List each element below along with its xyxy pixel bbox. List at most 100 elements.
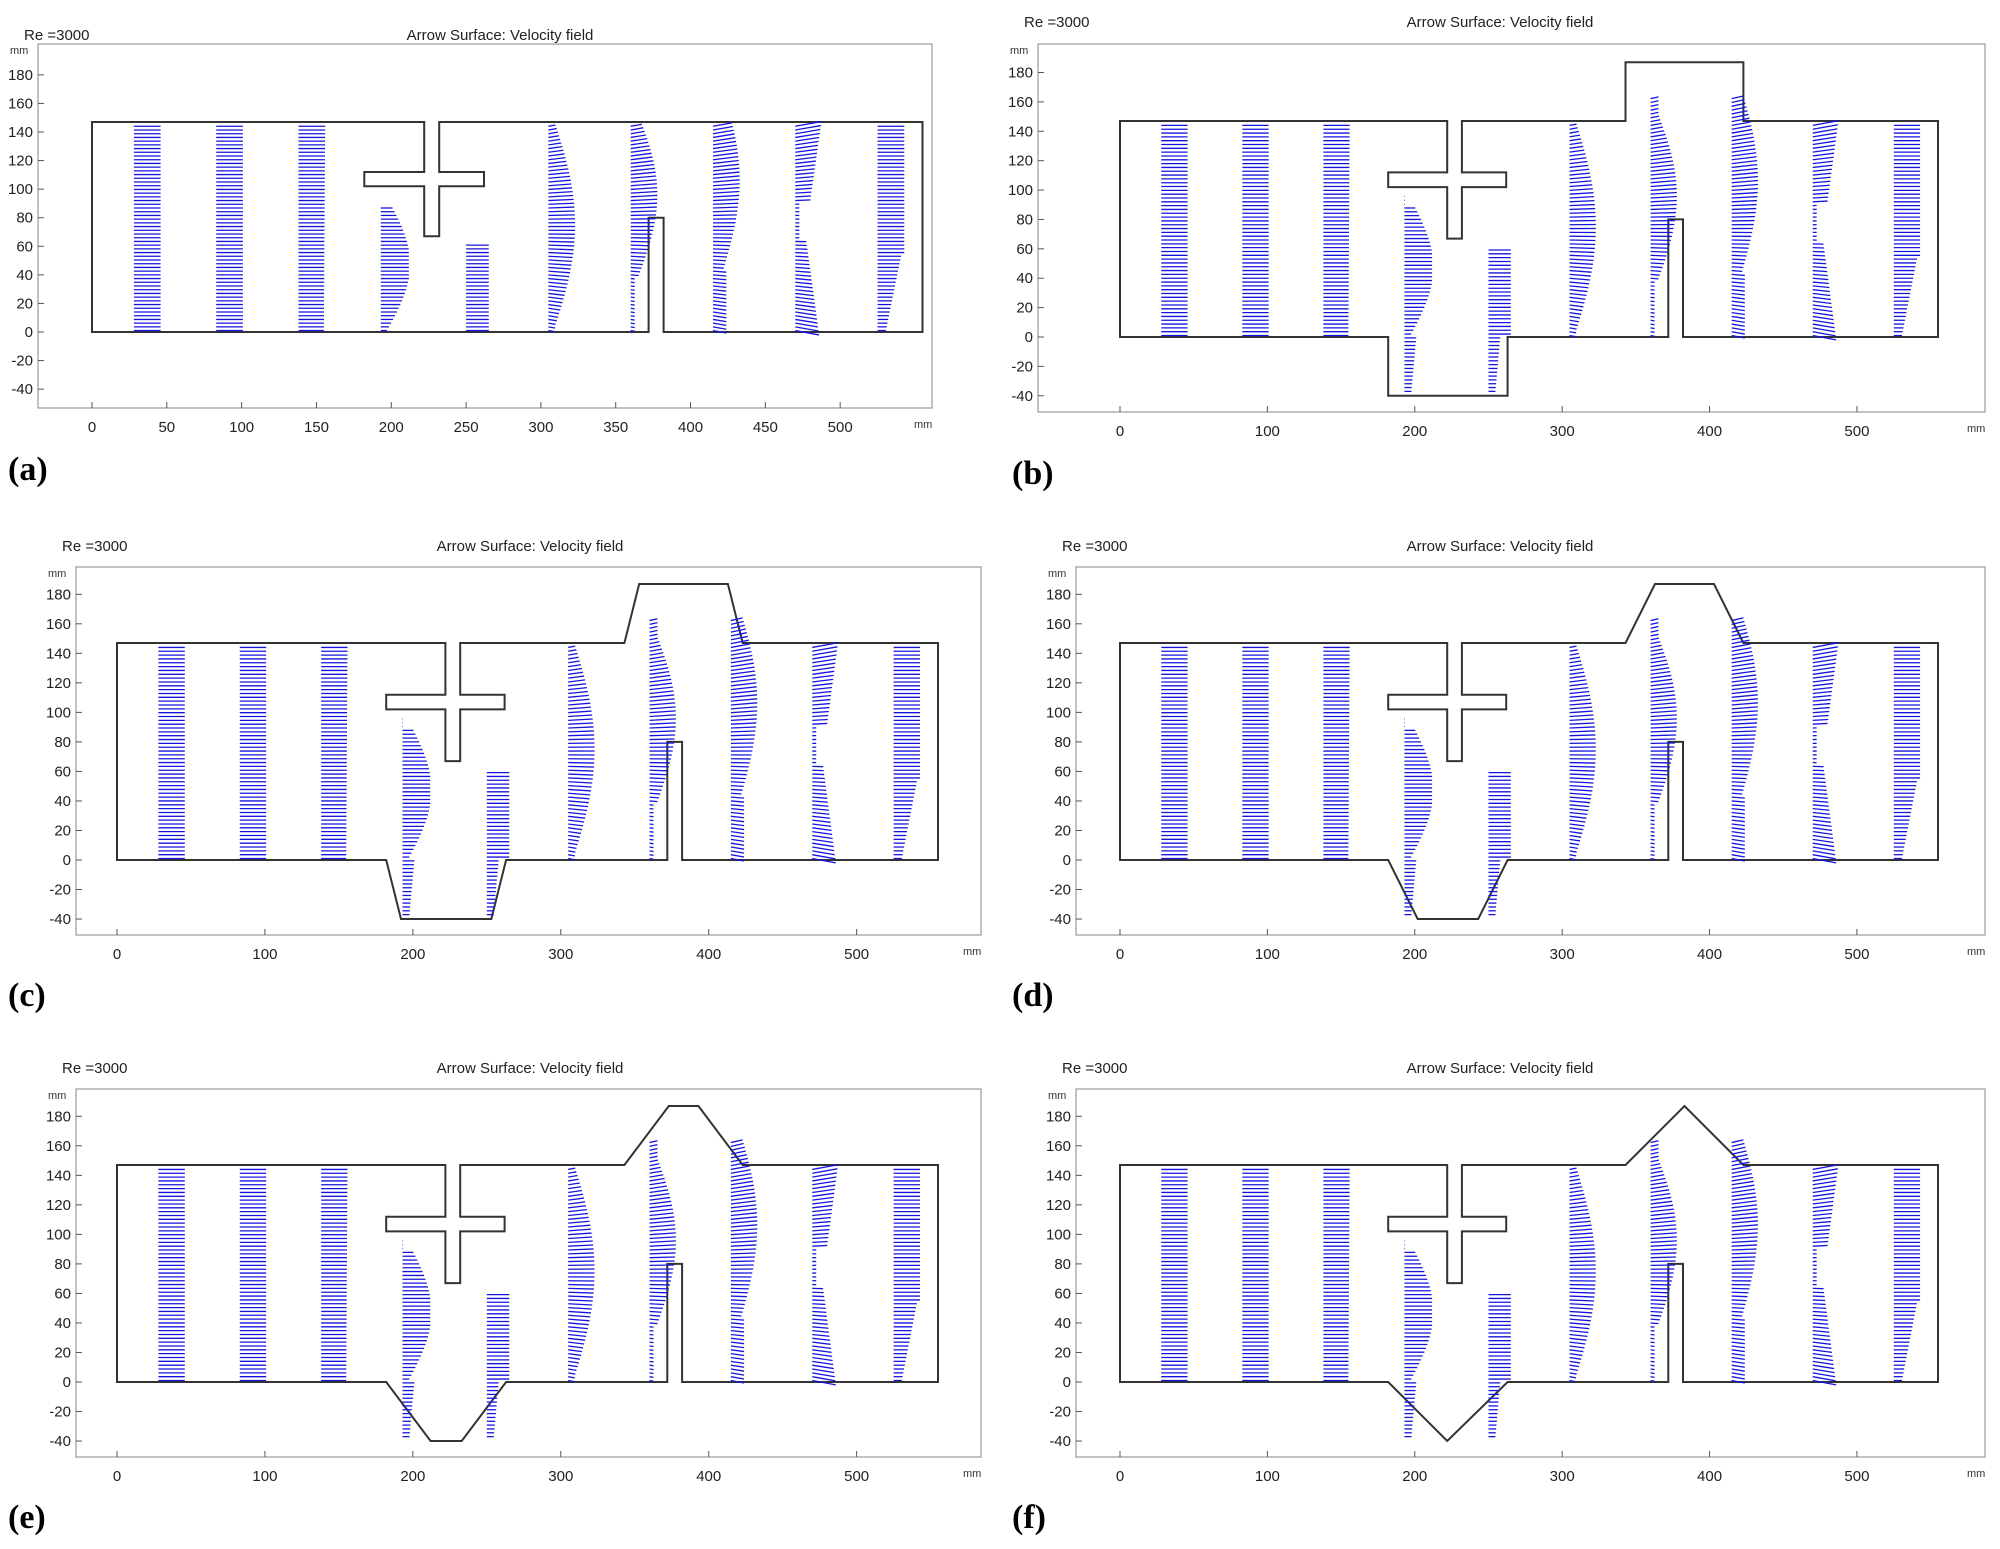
velocity-arrow xyxy=(1731,334,1745,339)
velocity-arrow xyxy=(730,1345,745,1349)
velocity-arrow xyxy=(812,854,836,860)
velocity-arrow xyxy=(812,1192,835,1197)
velocity-arrow xyxy=(1731,110,1748,115)
velocity-arrow xyxy=(812,1244,828,1247)
velocity-arrow xyxy=(649,1189,669,1194)
velocity-arrow xyxy=(712,129,734,135)
velocity-arrow xyxy=(812,1333,830,1337)
velocity-arrow xyxy=(1650,1147,1659,1151)
velocity-arrow xyxy=(568,1295,594,1298)
velocity-arrow xyxy=(1731,815,1745,819)
velocity-arrow xyxy=(1812,323,1835,329)
y-tick-label: -20 xyxy=(49,1404,71,1421)
velocity-arrow xyxy=(730,1356,745,1361)
velocity-arrow xyxy=(1569,815,1587,819)
velocity-arrow xyxy=(568,1353,582,1357)
velocity-arrow xyxy=(630,274,639,277)
arrow-station xyxy=(1488,771,1511,916)
velocity-arrow xyxy=(649,1291,668,1294)
velocity-arrow xyxy=(568,1303,593,1306)
velocity-arrow xyxy=(1731,1360,1745,1364)
velocity-arrow xyxy=(1650,111,1659,115)
velocity-arrow xyxy=(795,296,815,301)
velocity-arrow xyxy=(1569,331,1577,334)
velocity-arrow xyxy=(1812,172,1832,176)
velocity-arrow xyxy=(1650,1364,1655,1367)
velocity-arrow xyxy=(649,792,661,795)
velocity-arrow xyxy=(1731,1165,1751,1171)
velocity-arrow xyxy=(812,1212,832,1217)
velocity-arrow xyxy=(1731,819,1745,823)
velocity-arrow xyxy=(568,1197,585,1201)
velocity-arrow xyxy=(1731,132,1754,138)
velocity-arrow xyxy=(1569,819,1586,823)
x-tick-label: 200 xyxy=(400,946,425,963)
velocity-arrow xyxy=(1569,1208,1589,1213)
velocity-arrow xyxy=(812,1337,831,1341)
velocity-arrow xyxy=(1569,149,1585,153)
velocity-arrow xyxy=(1650,686,1674,691)
y-axis-unit: mm xyxy=(48,1090,66,1102)
velocity-arrow xyxy=(730,682,757,687)
velocity-arrow xyxy=(795,199,811,202)
velocity-arrow xyxy=(1569,211,1596,214)
velocity-arrow xyxy=(1731,1142,1745,1148)
velocity-arrow xyxy=(812,1353,833,1358)
velocity-arrow xyxy=(1731,1314,1743,1317)
velocity-arrow xyxy=(1650,258,1666,261)
velocity-arrow xyxy=(649,1356,654,1359)
velocity-arrow xyxy=(1731,315,1745,320)
y-tick-label: -40 xyxy=(11,381,33,398)
velocity-arrow xyxy=(730,1310,743,1313)
velocity-arrow xyxy=(812,1240,828,1244)
velocity-arrow xyxy=(1731,658,1754,664)
velocity-arrow xyxy=(649,1379,654,1382)
velocity-arrow xyxy=(630,179,657,183)
velocity-arrow xyxy=(730,1169,751,1174)
velocity-arrow xyxy=(795,148,818,153)
velocity-arrow xyxy=(649,1174,664,1178)
velocity-arrow xyxy=(568,667,583,672)
velocity-arrow xyxy=(568,1329,588,1334)
velocity-arrow xyxy=(1569,250,1595,254)
velocity-arrow xyxy=(649,663,668,668)
velocity-arrow xyxy=(1569,675,1586,679)
y-tick-label: 20 xyxy=(1016,300,1033,317)
y-tick-label: 180 xyxy=(46,1108,71,1125)
velocity-arrow xyxy=(1569,266,1593,269)
velocity-arrow xyxy=(1650,1208,1674,1213)
velocity-arrow xyxy=(649,1360,654,1363)
velocity-arrow xyxy=(568,811,587,816)
velocity-arrow xyxy=(649,1318,659,1321)
velocity-arrow xyxy=(630,315,635,317)
x-tick-label: 450 xyxy=(753,419,778,436)
velocity-arrow xyxy=(1812,176,1831,180)
velocity-arrow xyxy=(1731,617,1744,622)
velocity-arrow xyxy=(1731,722,1758,725)
y-tick-label: 100 xyxy=(1046,1226,1071,1243)
velocity-arrow xyxy=(1731,1204,1758,1209)
velocity-arrow xyxy=(730,650,752,656)
velocity-arrow xyxy=(548,318,557,322)
velocity-arrow xyxy=(548,127,557,131)
velocity-arrow xyxy=(1650,1376,1655,1379)
velocity-arrow xyxy=(730,670,756,675)
velocity-arrow xyxy=(795,322,819,328)
velocity-arrow xyxy=(730,1349,745,1353)
velocity-arrow xyxy=(1569,247,1595,250)
velocity-arrow xyxy=(1569,690,1590,695)
y-tick-label: 60 xyxy=(1054,763,1071,780)
velocity-arrow xyxy=(1569,315,1581,319)
velocity-arrow xyxy=(730,1204,757,1209)
velocity-arrow xyxy=(1650,796,1660,799)
velocity-arrow xyxy=(1650,199,1677,203)
velocity-arrow xyxy=(1650,1232,1677,1236)
velocity-arrow xyxy=(812,1341,831,1345)
velocity-arrow xyxy=(1812,254,1826,257)
velocity-arrow xyxy=(1650,738,1676,741)
velocity-arrow xyxy=(1569,323,1578,327)
velocity-arrow xyxy=(1650,319,1655,322)
velocity-arrow xyxy=(730,647,751,652)
velocity-arrow xyxy=(649,827,654,829)
velocity-arrow xyxy=(1569,1178,1581,1182)
